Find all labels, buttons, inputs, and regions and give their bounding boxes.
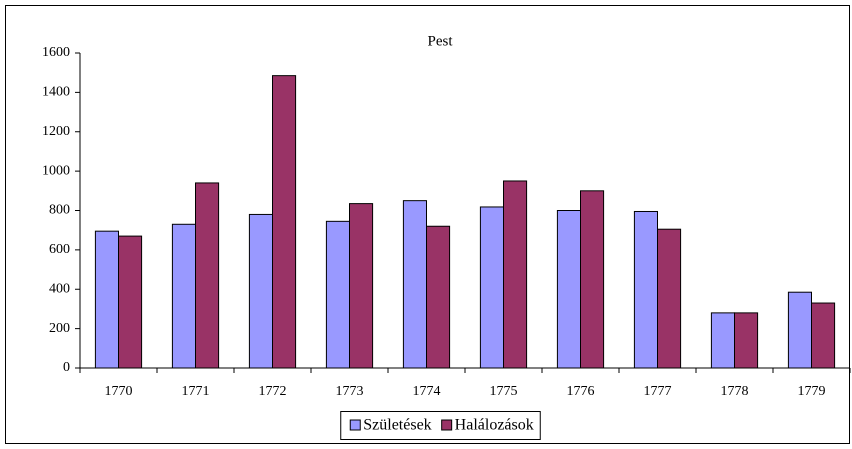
bar [556,210,582,369]
x-tick-label: 1772 [259,384,287,399]
x-tick-label: 1777 [644,384,672,399]
bar [503,180,528,369]
x-tick-label: 1774 [413,384,441,399]
y-tick-label: 1200 [42,124,70,139]
x-tick-label: 1778 [721,384,749,399]
bar [171,223,196,369]
legend-swatch [441,419,453,431]
legend-label: Születések [363,417,431,434]
x-tick-label: 1773 [336,384,364,399]
chart-title: Pest [427,33,453,49]
bar [248,213,273,369]
bar [402,200,427,369]
bar [325,220,350,369]
legend-swatch [349,419,361,431]
bar [94,230,120,369]
x-tick-label: 1770 [105,384,133,399]
bar [657,228,682,369]
y-tick-label: 1600 [42,45,70,60]
bar [349,203,374,369]
bar [734,312,759,369]
x-tick-label: 1776 [567,384,595,399]
bar [272,75,297,369]
y-tick-label: 1000 [42,163,70,178]
x-tick-label: 1771 [182,384,210,399]
chart-border [5,5,850,444]
bar [479,206,504,369]
legend-label: Halálozások [455,417,534,434]
y-tick-label: 600 [49,242,70,257]
y-tick-label: 0 [63,360,70,375]
x-tick-label: 1775 [490,384,518,399]
bar [195,182,220,369]
bar [633,210,659,369]
bar [426,225,451,369]
bar [710,312,736,369]
legend-box [340,411,541,440]
y-tick-label: 1400 [42,85,70,100]
y-tick-label: 400 [49,281,70,296]
bar [811,302,836,369]
bar [580,190,605,369]
bar [118,235,143,369]
bar [787,291,813,369]
y-tick-label: 800 [49,203,70,218]
x-tick-label: 1779 [798,384,826,399]
y-tick-label: 200 [49,321,70,336]
